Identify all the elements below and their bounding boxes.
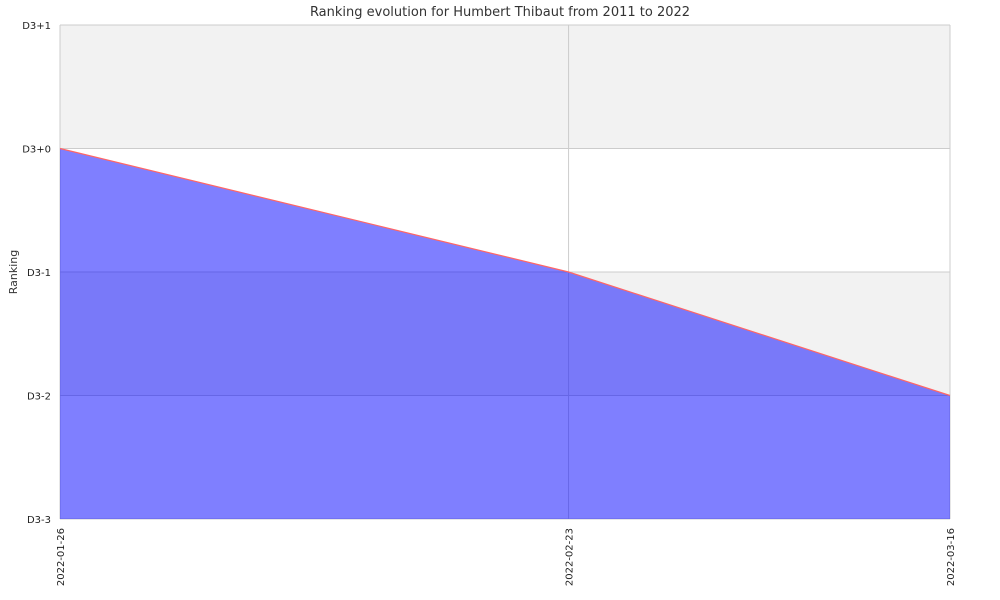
y-tick-label: D3+1 <box>22 21 51 32</box>
x-tick-label: 2022-01-26 <box>56 528 67 586</box>
y-tick-label: D3-1 <box>27 268 51 279</box>
y-tick-label: D3-2 <box>27 392 51 403</box>
series-area <box>60 148 950 519</box>
y-axis-label: Ranking <box>7 250 20 295</box>
axis-ticks: D3-3 D3-2 D3-1 D3+0 D3+1 2022-01-26 2022-02-23… <box>22 21 957 586</box>
chart-title: Ranking evolution for Humbert Thibaut fr… <box>310 5 690 20</box>
x-tick-label: 2022-03-16 <box>946 528 957 586</box>
area-layer <box>59 147 951 519</box>
y-tick-label: D3+0 <box>22 145 51 156</box>
y-tick-label: D3-3 <box>27 515 51 526</box>
x-tick-label: 2022-02-23 <box>565 528 576 586</box>
background-band <box>60 25 950 149</box>
